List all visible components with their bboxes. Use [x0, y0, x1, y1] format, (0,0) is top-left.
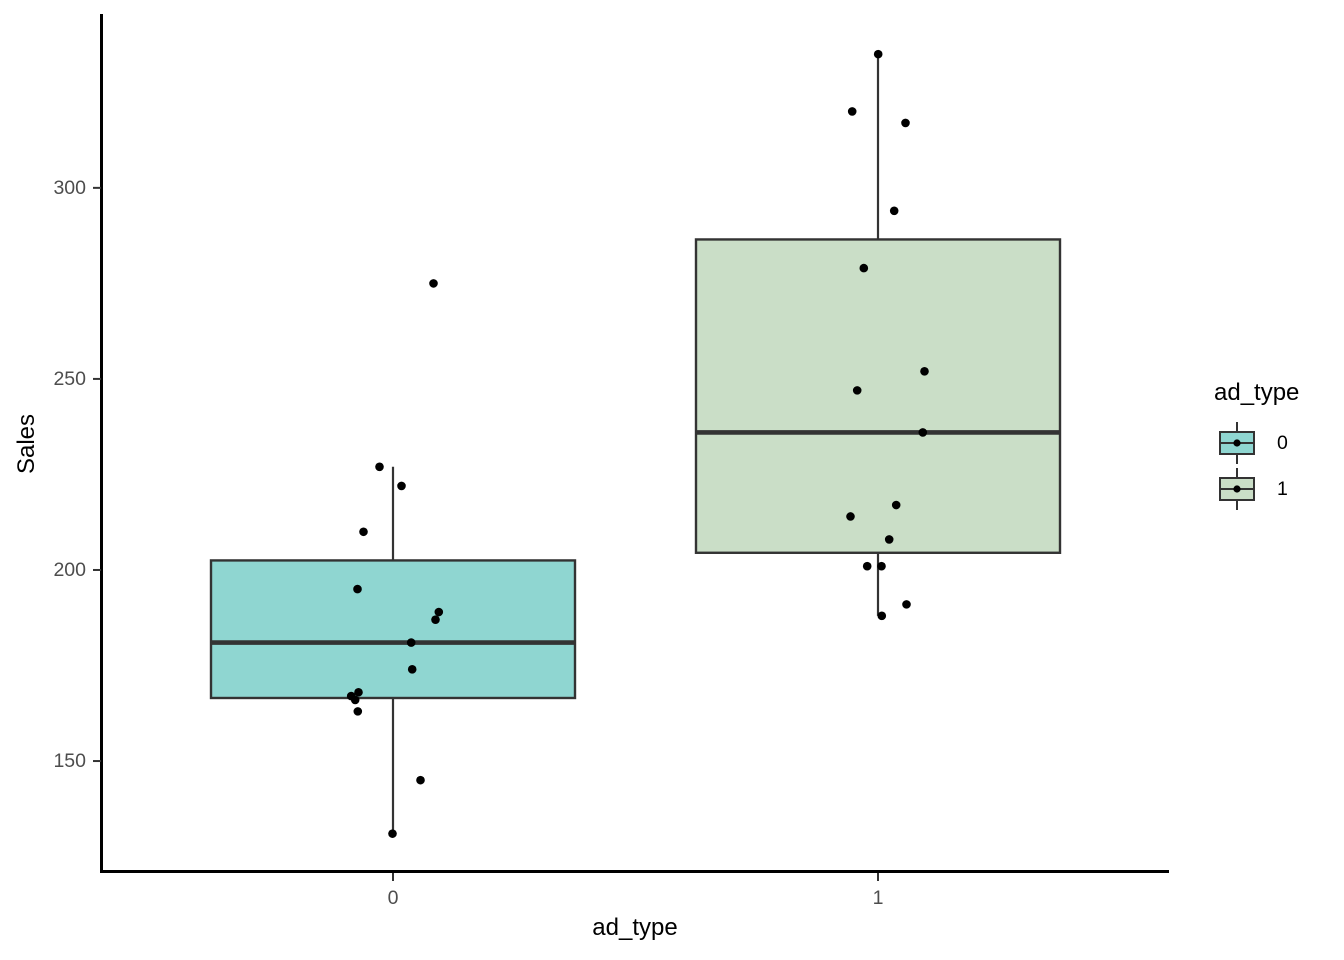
- jitter-point-group-0: [353, 707, 363, 716]
- jitter-point-group-0: [407, 665, 417, 674]
- jitter-point-group-0: [431, 615, 440, 624]
- y-tick-label-200: 200: [53, 558, 86, 581]
- jitter-point-group-1: [884, 535, 894, 544]
- x-axis-title: ad_type: [592, 914, 678, 941]
- jitter-point-group-0: [375, 462, 384, 472]
- jitter-point-group-0: [416, 775, 425, 785]
- y-tick-label-150: 150: [53, 750, 86, 773]
- jitter-point-group-0: [353, 584, 362, 594]
- jitter-point-group-1: [920, 366, 929, 376]
- jitter-point-group-0: [388, 829, 397, 838]
- jitter-point-group-0: [434, 607, 444, 617]
- legend-title: ad_type: [1214, 379, 1300, 406]
- jitter-point-group-1: [846, 512, 855, 521]
- jitter-point-group-1: [862, 561, 872, 571]
- jitter-point-group-1: [902, 600, 911, 609]
- jitter-point-group-0: [429, 279, 438, 288]
- jitter-point-group-0: [359, 527, 368, 537]
- y-tick-label-300: 300: [53, 176, 86, 199]
- jitter-point-group-1: [852, 386, 862, 395]
- legend-key-dot: [1233, 439, 1241, 447]
- legend-key-dot: [1233, 485, 1241, 493]
- jitter-point-group-0: [406, 638, 416, 647]
- jitter-point-group-0: [397, 481, 406, 491]
- jitter-point-group-1: [873, 49, 883, 59]
- jitter-point-group-1: [877, 611, 887, 621]
- jitter-point-group-1: [847, 107, 857, 116]
- jitter-point-group-0: [354, 687, 363, 697]
- y-tick-label-250: 250: [53, 367, 86, 390]
- jitter-point-group-1: [891, 500, 901, 510]
- x-tick-label-0: 0: [387, 887, 399, 909]
- x-tick-label-1: 1: [872, 887, 884, 909]
- box-group-0: [209, 559, 577, 700]
- jitter-point-group-1: [901, 118, 910, 128]
- legend-key-boxplot-glyph-0: [1219, 422, 1255, 464]
- jitter-point-group-1: [918, 428, 928, 437]
- jitter-point-group-0: [350, 695, 360, 705]
- jitter-point-group-1: [889, 206, 899, 216]
- box-group-1: [694, 238, 1062, 554]
- legend-label-0: 0: [1277, 432, 1288, 454]
- y-axis-title: Sales: [13, 413, 40, 475]
- jitter-point-group-1: [877, 561, 886, 571]
- legend-key-boxplot-glyph-1: [1219, 468, 1255, 510]
- legend-label-1: 1: [1277, 478, 1288, 500]
- jitter-point-group-1: [859, 263, 869, 273]
